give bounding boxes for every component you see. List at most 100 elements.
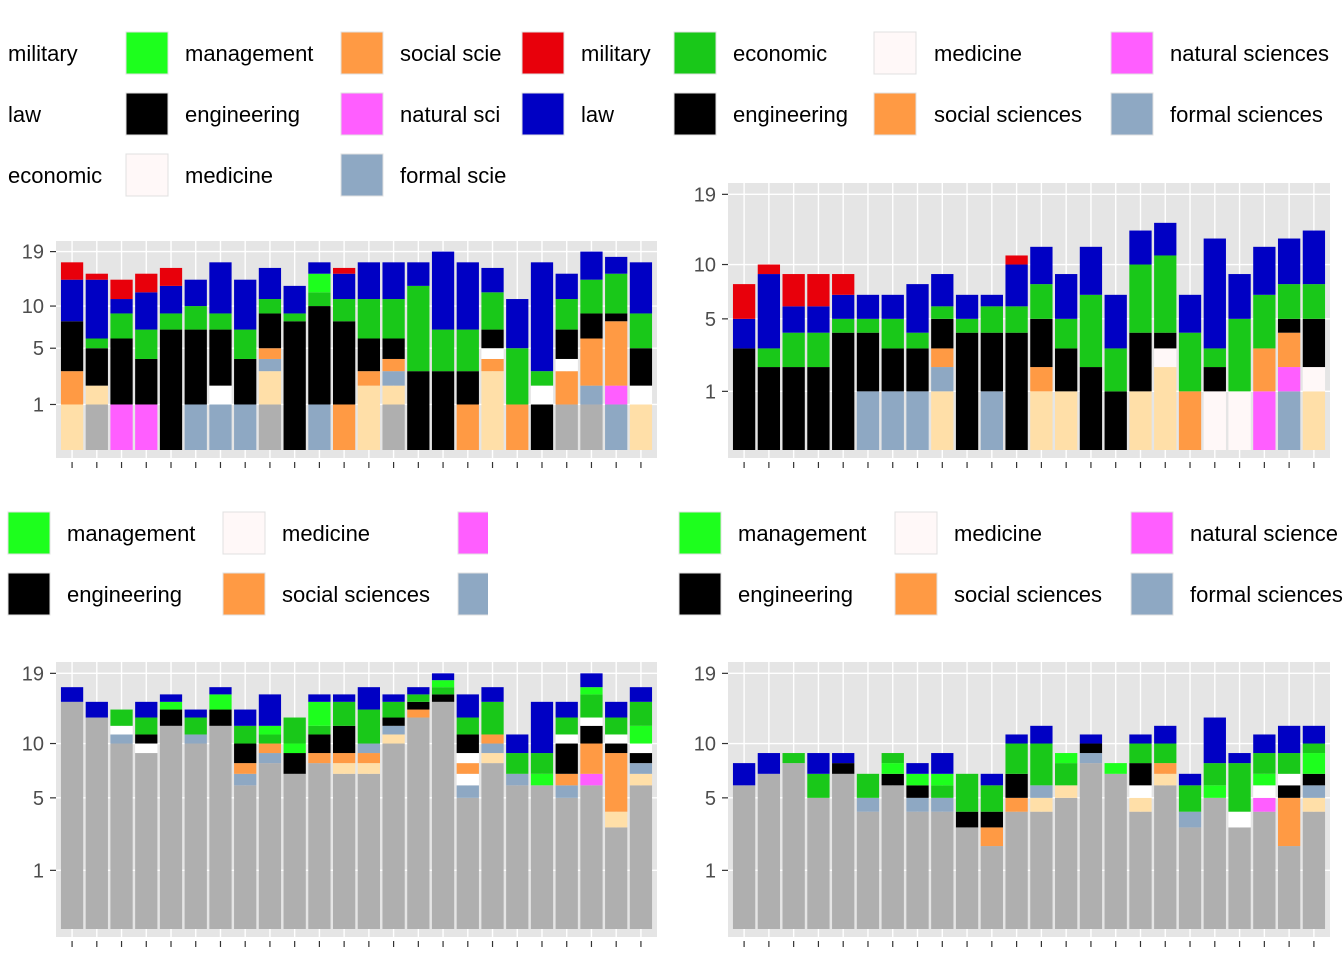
bar-segment-other_light [605, 811, 628, 828]
bar-segment-economic [530, 371, 554, 386]
bar-segment-engineering [283, 753, 306, 774]
bar-segment-law [431, 251, 455, 330]
legend-key-formal-sciences [340, 153, 384, 197]
bar-segment-law [1129, 734, 1152, 744]
bar-segment-economic [1154, 743, 1177, 764]
bar-segment-engineering [333, 725, 356, 754]
bar-segment-formal-sciences [258, 753, 282, 764]
legend-label: medicine [934, 41, 1022, 66]
bar-segment-economic [431, 329, 455, 372]
bar-segment-law [629, 687, 653, 702]
legend-label: military [581, 41, 651, 66]
y-tick-label: 10 [694, 255, 716, 277]
bar-segment-law [530, 701, 554, 754]
bar-segment-economic [481, 701, 504, 735]
bar-segment-law [555, 273, 578, 300]
legend-key-formal-sciences [457, 572, 488, 616]
bar-segment-economic [382, 701, 405, 718]
y-tick-label: 5 [705, 788, 716, 810]
bar-segment-formal-sciences [209, 404, 232, 450]
bar-segment-other_white [110, 725, 133, 735]
bar-segment-engineering [382, 717, 405, 726]
bar-segment-law [85, 279, 108, 339]
bar-segment-engineering [1129, 332, 1152, 392]
bar-6 [184, 709, 207, 929]
bar-segment-social-sciences [580, 743, 603, 774]
bar-segment-natural-sciences [135, 404, 158, 450]
bar-segment-social-sciences [980, 827, 1003, 847]
y-tick-label: 5 [33, 338, 44, 360]
bar-segment-law [881, 294, 904, 319]
bar-segment-other_light [629, 404, 653, 450]
bar-segment-other [1129, 811, 1152, 929]
y-tick-label: 5 [705, 309, 716, 331]
bar-segment-social-sciences [308, 753, 331, 764]
bar-segment-law [431, 673, 455, 681]
bar-segment-formal-sciences [1030, 785, 1053, 798]
bar-segment-economic [1104, 348, 1127, 392]
bar-4 [135, 701, 158, 929]
bar-segment-economic [955, 318, 979, 333]
bar-segment-engineering [555, 743, 578, 774]
bar-segment-management [431, 680, 455, 688]
bar-segment-other [1302, 811, 1326, 929]
bar-segment-law [184, 709, 207, 718]
bar-segment-engineering [782, 367, 805, 450]
bar-segment-engineering [407, 701, 430, 710]
bar-segment-engineering [209, 329, 232, 386]
bar-segment-other_light [60, 404, 84, 450]
bar-13 [357, 262, 380, 450]
bar-segment-management [308, 701, 331, 726]
bar-15 [1079, 246, 1103, 450]
bar-segment-economic [1005, 306, 1028, 333]
bar-9 [258, 694, 282, 929]
bar-segment-engineering [283, 321, 306, 450]
bar-segment-formal-sciences [184, 734, 207, 744]
bar-segment-economic [333, 701, 356, 726]
bar-segment-law [605, 701, 628, 718]
bar-segment-other_white [135, 743, 158, 754]
bar-segment-law [980, 294, 1003, 307]
bar-segment-law [135, 701, 158, 718]
bar-segment-other_light [1030, 391, 1053, 450]
bar-segment-formal-sciences [184, 404, 207, 450]
bar-segment-economic [85, 338, 108, 349]
bar-2 [85, 701, 108, 929]
bar-segment-law [1178, 773, 1202, 786]
legend-key-natural-sciences [340, 92, 384, 136]
bar-22 [580, 251, 603, 450]
bar-segment-other_white [555, 358, 578, 372]
bar-segment-other [431, 701, 455, 929]
bar-5 [159, 267, 183, 450]
bar-segment-economic [1005, 743, 1028, 774]
legend-key-formal-sciences [1110, 92, 1154, 136]
bar-1 [60, 687, 84, 929]
legend-label: economic [8, 163, 102, 188]
bar-segment-law [456, 694, 479, 718]
bar-segment-law [382, 694, 405, 702]
bar-segment-economic [605, 273, 628, 314]
bar-3 [782, 753, 805, 929]
bar-1 [732, 284, 756, 450]
bar-8 [234, 709, 257, 929]
bar-segment-law [506, 299, 529, 349]
bar-segment-engineering [605, 313, 628, 322]
bar-segment-law [1203, 238, 1226, 349]
legend-label: military [8, 41, 78, 66]
bar-segment-engineering [732, 348, 756, 450]
legend-label: natural sci [400, 102, 500, 127]
bar-segment-engineering [159, 709, 183, 726]
bar-segment-law [555, 701, 578, 718]
bar-segment-economic [906, 332, 929, 349]
bar-segment-law [308, 262, 331, 274]
bar-segment-law [357, 687, 380, 710]
chart-panel-3: management medicine engineering social scie… [7, 511, 657, 947]
bar-segment-formal-sciences [258, 358, 282, 372]
bar-segment-formal-sciences [456, 785, 479, 798]
bar-segment-other [580, 785, 603, 929]
legend-key-engineering [7, 572, 51, 616]
bar-segment-other_white [530, 385, 554, 405]
bar-segment-management [1055, 753, 1078, 764]
bar-23 [605, 256, 628, 450]
